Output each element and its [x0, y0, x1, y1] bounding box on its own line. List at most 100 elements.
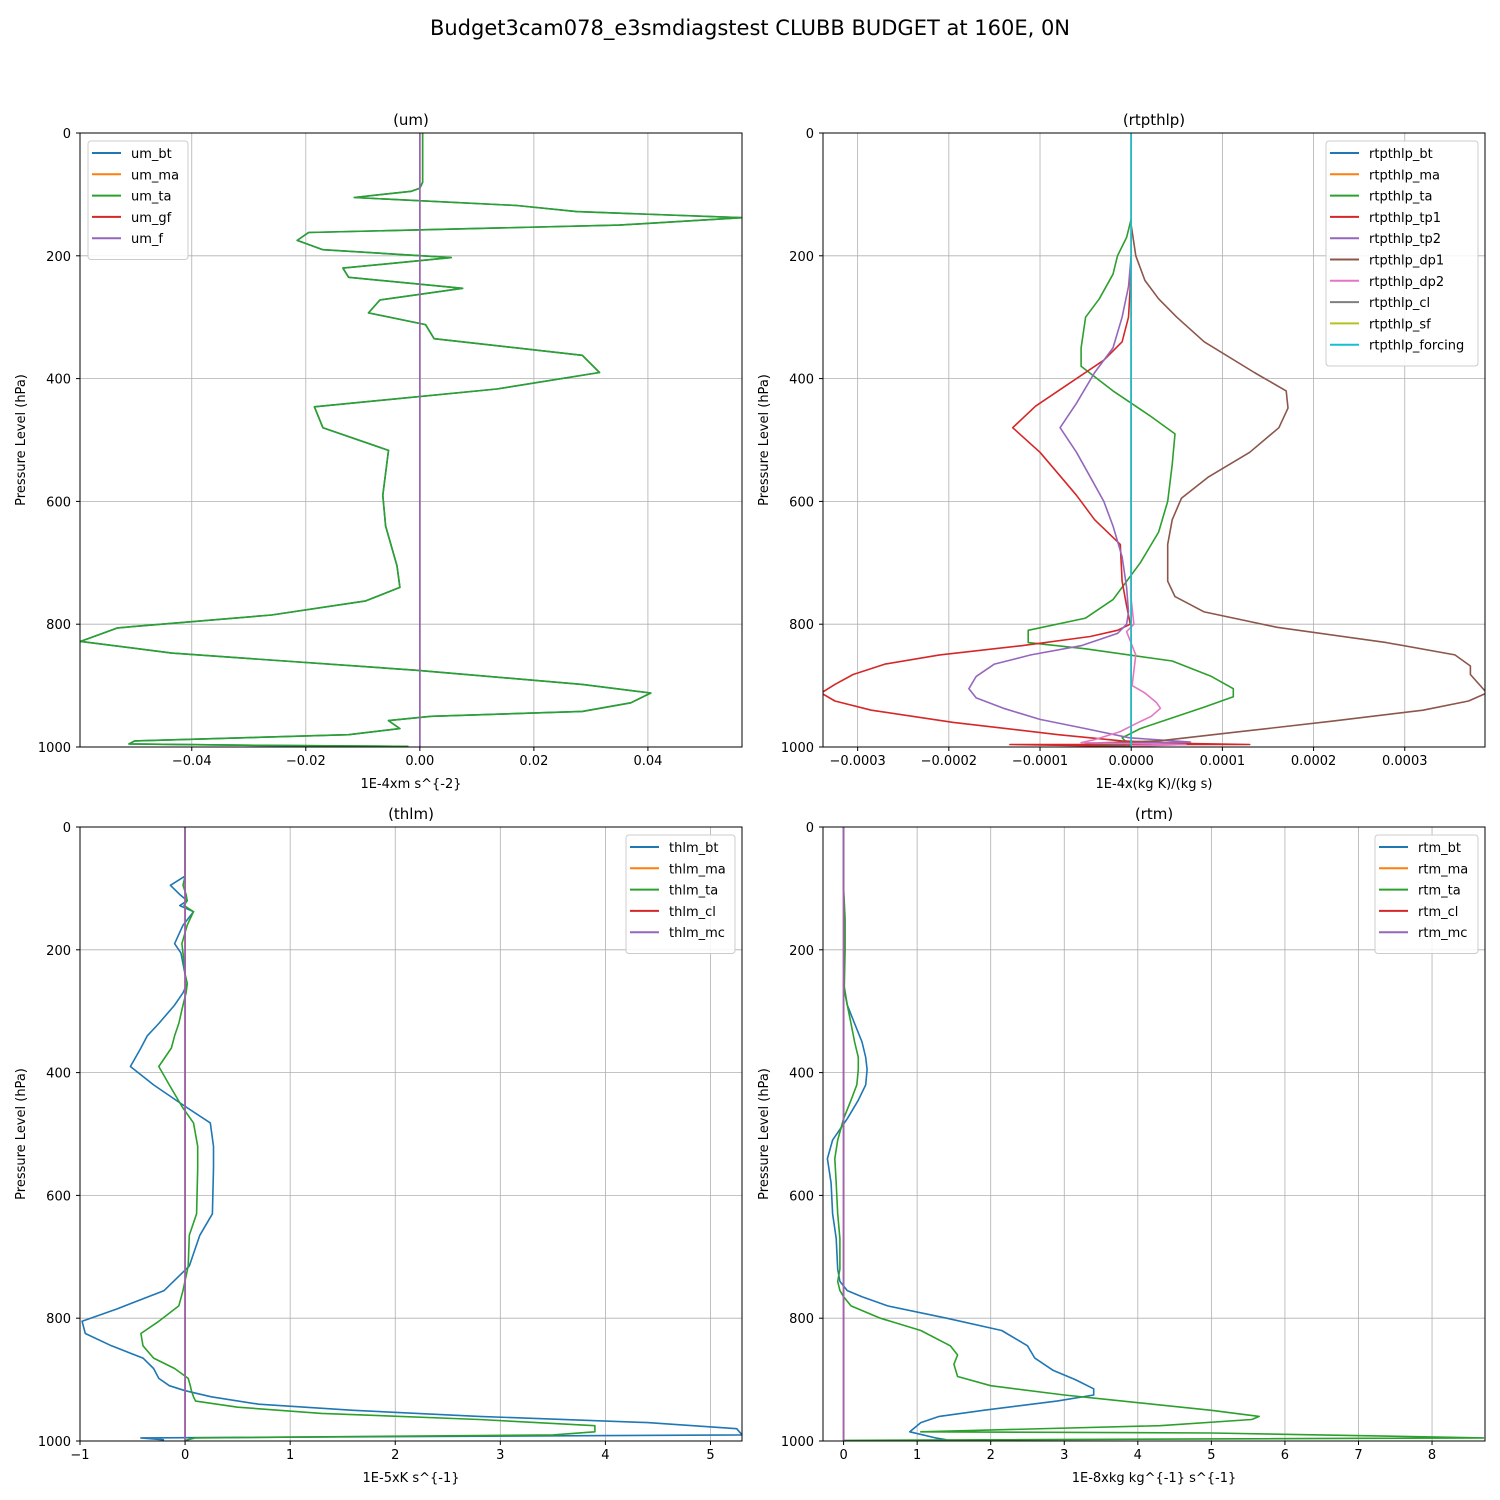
subplot-title: (thlm) [388, 805, 434, 823]
y-tick-label: 800 [46, 618, 71, 633]
x-tick-label: 0 [181, 1448, 189, 1463]
y-tick-label: 200 [789, 944, 814, 959]
y-tick-label: 0 [63, 127, 71, 142]
x-tick-label: 1 [286, 1448, 294, 1463]
series-group [80, 133, 742, 747]
legend: um_bt um_ma um_ta um_gf um_f [87, 140, 189, 260]
legend-label: thlm_cl [669, 905, 716, 920]
series-group [823, 133, 1485, 747]
y-axis-label: Pressure Level (hPa) [14, 374, 29, 506]
series-group [81, 827, 742, 1441]
x-axis-label: 1E-5xK s^{-1} [363, 1471, 460, 1486]
x-tick-label: 1 [913, 1448, 921, 1463]
legend-label: thlm_mc [669, 926, 725, 941]
y-tick-label: 1000 [38, 741, 71, 756]
y-tick-label: 600 [46, 495, 71, 510]
legend-label: rtpthlp_dp1 [1369, 254, 1444, 269]
series-line-um_ta [80, 133, 742, 747]
y-tick-label: 800 [789, 618, 814, 633]
legend-label: rtpthlp_ta [1369, 190, 1432, 205]
legend-label: rtpthlp_cl [1369, 296, 1430, 311]
legend-box [625, 834, 736, 954]
y-tick-label: 400 [46, 1067, 71, 1082]
x-tick-label: 5 [706, 1448, 714, 1463]
x-tick-label: 0.04 [633, 754, 662, 769]
x-tick-label: −0.02 [286, 754, 326, 769]
x-axis-label: 1E-4x(kg K)/(kg s) [1096, 777, 1213, 792]
subplot-3: −1 0 1 2 3 4 5 0 200 400 600 800 1000 (thlm) 1E-5xK s^… [14, 805, 743, 1486]
x-tick-label: −0.0002 [921, 754, 977, 769]
x-tick-label: 0.0000 [1108, 754, 1154, 769]
axes-frame [822, 132, 1486, 748]
legend-label: um_bt [131, 147, 172, 162]
series-line-thlm_bt [81, 827, 742, 1441]
y-tick-label: 0 [63, 821, 71, 836]
y-tick-label: 600 [789, 495, 814, 510]
legend-box [1374, 834, 1479, 954]
series-group [826, 827, 1485, 1441]
y-tick-label: 1000 [781, 1435, 814, 1450]
legend-label: rtpthlp_forcing [1369, 339, 1464, 354]
legend-box [87, 140, 189, 260]
series-line-rtpthlp_dp2 [1080, 378, 1187, 747]
x-tick-label: 0.00 [405, 754, 434, 769]
x-tick-label: 5 [1207, 1448, 1215, 1463]
y-tick-label: 600 [789, 1189, 814, 1204]
x-tick-label: 2 [391, 1448, 399, 1463]
legend-label: um_gf [131, 211, 172, 226]
x-axis-label: 1E-8xkg kg^{-1} s^{-1} [1072, 1471, 1237, 1486]
series-line-thlm_ta [140, 827, 596, 1441]
y-tick-label: 800 [789, 1312, 814, 1327]
x-tick-label: 4 [1134, 1448, 1142, 1463]
legend-box [1325, 140, 1479, 367]
legend-label: um_ma [131, 168, 179, 183]
x-tick-label: −1 [70, 1448, 89, 1463]
subplot-1: −0.04 −0.02 0.00 0.02 0.04 0 200 400 600 800 1000 (… [14, 111, 743, 792]
legend-label: rtm_cl [1418, 905, 1458, 920]
legend-label: thlm_ma [669, 862, 726, 877]
subplot-title: (rtm) [1135, 805, 1173, 823]
x-tick-label: −0.0003 [829, 754, 885, 769]
y-tick-label: 400 [789, 1067, 814, 1082]
series-line-rtm_bt [826, 827, 1095, 1441]
legend-label: rtm_ta [1418, 884, 1461, 899]
x-tick-label: −0.04 [172, 754, 212, 769]
x-tick-label: 6 [1281, 1448, 1289, 1463]
series-line-rtpthlp_dp1 [1084, 224, 1485, 747]
y-tick-label: 0 [806, 127, 814, 142]
y-tick-label: 1000 [38, 1435, 71, 1450]
x-tick-label: 0.0001 [1200, 754, 1246, 769]
legend-label: thlm_ta [669, 884, 718, 899]
x-tick-label: 8 [1428, 1448, 1436, 1463]
legend-label: rtpthlp_bt [1369, 147, 1433, 162]
y-axis-label: Pressure Level (hPa) [757, 1068, 772, 1200]
axes-frame [79, 826, 743, 1442]
legend-label: rtpthlp_tp1 [1369, 211, 1441, 226]
figure-title: Budget3cam078_e3smdiagstest CLUBB BUDGET… [429, 16, 1071, 40]
legend-label: rtpthlp_tp2 [1369, 232, 1441, 247]
series-line-rtpthlp_tp1 [823, 255, 1251, 747]
legend-label: rtpthlp_sf [1369, 317, 1431, 332]
x-axis-label: 1E-4xm s^{-2} [360, 777, 461, 792]
axes-frame [822, 826, 1486, 1442]
legend-label: rtm_ma [1418, 862, 1468, 877]
x-tick-label: 4 [601, 1448, 609, 1463]
legend-label: um_ta [131, 190, 171, 205]
x-tick-label: −0.0001 [1012, 754, 1068, 769]
legend-label: rtm_bt [1418, 841, 1461, 856]
y-tick-label: 600 [46, 1189, 71, 1204]
x-tick-label: 0.0002 [1291, 754, 1337, 769]
x-tick-label: 7 [1354, 1448, 1362, 1463]
legend: rtm_bt rtm_ma rtm_ta rtm_cl rtm_mc [1374, 834, 1479, 954]
series-line-rtpthlp_ta [1027, 218, 1235, 747]
legend-label: um_f [131, 232, 163, 247]
legend-label: rtpthlp_ma [1369, 168, 1440, 183]
x-tick-label: 2 [987, 1448, 995, 1463]
y-axis-label: Pressure Level (hPa) [757, 374, 772, 506]
subplot-2: −0.0003 −0.0002 −0.0001 0.0000 0.0001 0.0002 0… [757, 111, 1486, 792]
y-tick-label: 1000 [781, 741, 814, 756]
y-tick-label: 0 [806, 821, 814, 836]
x-tick-label: 0 [839, 1448, 847, 1463]
legend: thlm_bt thlm_ma thlm_ta thlm_cl thlm_mc [625, 834, 736, 954]
